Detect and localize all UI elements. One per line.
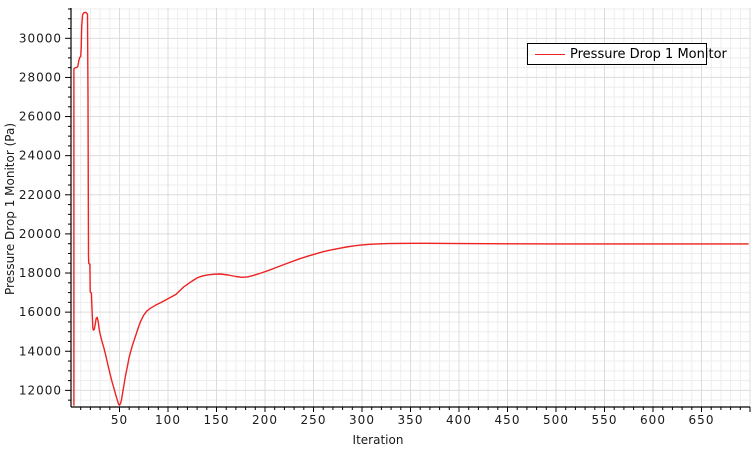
x-tick-label: 450: [495, 413, 521, 427]
y-tick-label: 22000: [19, 188, 62, 202]
legend: Pressure Drop 1 Monitor: [527, 43, 727, 65]
x-tick-label: 550: [592, 413, 618, 427]
x-tick-label: 350: [398, 413, 424, 427]
x-tick-label: 200: [252, 413, 278, 427]
x-tick-label: 300: [349, 413, 375, 427]
x-tick-label: 650: [689, 413, 715, 427]
x-tick-label: 150: [204, 413, 230, 427]
y-tick-labels: 12000 14000 16000 18000 20000 22000 24000 26000…: [19, 31, 62, 397]
x-tick-label: 500: [543, 413, 569, 427]
y-tick-label: 26000: [19, 110, 62, 124]
y-tick-label: 12000: [19, 383, 62, 397]
y-tick-label: 18000: [19, 266, 62, 280]
x-tick-label: 600: [640, 413, 666, 427]
y-tick-label: 20000: [19, 227, 62, 241]
x-tick-label: 50: [111, 413, 128, 427]
series-line: [73, 11, 749, 406]
data-series: [73, 11, 749, 406]
y-tick-label: 16000: [19, 305, 62, 319]
x-axis-title: Iteration: [352, 433, 404, 447]
y-tick-label: 30000: [19, 31, 62, 45]
x-tick-label: 100: [155, 413, 181, 427]
y-tick-label: 14000: [19, 344, 62, 358]
x-tick-label: 400: [446, 413, 472, 427]
y-axis-title: Pressure Drop 1 Monitor (Pa): [3, 122, 17, 296]
y-tick-label: 28000: [19, 70, 62, 84]
x-tick-labels: 50 100 150 200 250 300 350 400 450 500 550 600 650: [111, 413, 715, 427]
y-tick-label: 24000: [19, 149, 62, 163]
legend-entry-label: Pressure Drop 1 Monitor: [570, 46, 727, 62]
grid-major-lines: [71, 8, 751, 407]
legend-line-sample: [535, 53, 565, 55]
x-tick-label: 250: [301, 413, 327, 427]
tick-marks: [65, 8, 751, 412]
